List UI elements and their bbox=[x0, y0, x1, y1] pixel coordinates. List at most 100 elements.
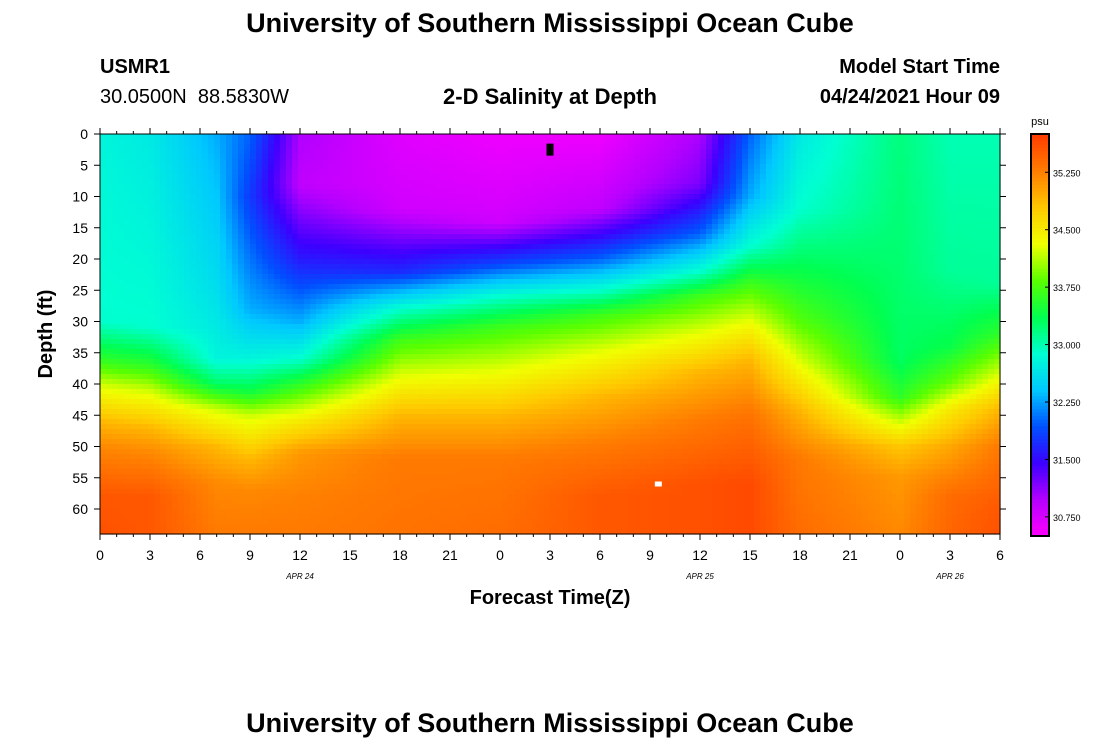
heatmap-cell bbox=[430, 264, 437, 270]
heatmap-cell bbox=[472, 264, 479, 270]
heatmap-cell bbox=[358, 384, 365, 390]
heatmap-cell bbox=[334, 144, 341, 150]
heatmap-cell bbox=[160, 139, 167, 145]
heatmap-cell bbox=[100, 509, 107, 515]
heatmap-cell bbox=[196, 219, 203, 225]
heatmap-cell bbox=[292, 244, 299, 250]
heatmap-cell bbox=[304, 389, 311, 395]
heatmap-cell bbox=[184, 274, 191, 280]
heatmap-cell bbox=[430, 309, 437, 315]
heatmap-cell bbox=[178, 234, 185, 240]
heatmap-cell bbox=[298, 319, 305, 325]
heatmap-cell bbox=[316, 174, 323, 180]
heatmap-cell bbox=[208, 309, 215, 315]
heatmap-cell bbox=[112, 364, 119, 370]
heatmap-cell bbox=[274, 179, 281, 185]
station-coordinates: 30.0500N 88.5830W bbox=[100, 86, 290, 108]
heatmap-cell bbox=[328, 274, 335, 280]
heatmap-cell bbox=[370, 344, 377, 350]
heatmap-cell bbox=[112, 309, 119, 315]
heatmap-cell bbox=[118, 209, 125, 215]
heatmap-cell bbox=[232, 234, 239, 240]
heatmap-cell bbox=[424, 219, 431, 225]
heatmap-cell bbox=[334, 299, 341, 305]
heatmap-cell bbox=[418, 279, 425, 285]
heatmap-cell bbox=[292, 459, 299, 465]
heatmap-cell bbox=[178, 414, 185, 420]
heatmap-cell bbox=[262, 179, 269, 185]
heatmap-cell bbox=[304, 309, 311, 315]
heatmap-cell bbox=[160, 294, 167, 300]
heatmap-cell bbox=[322, 389, 329, 395]
heatmap-cell bbox=[328, 459, 335, 465]
heatmap-cell bbox=[400, 364, 407, 370]
heatmap-cell bbox=[118, 424, 125, 430]
heatmap-cell bbox=[286, 374, 293, 380]
heatmap-cell bbox=[220, 294, 227, 300]
heatmap-cell bbox=[262, 234, 269, 240]
heatmap-cell bbox=[208, 504, 215, 510]
heatmap-cell bbox=[418, 509, 425, 515]
heatmap-cell bbox=[106, 154, 113, 160]
heatmap-cell bbox=[316, 494, 323, 500]
heatmap-cell bbox=[382, 419, 389, 425]
heatmap-cell bbox=[106, 189, 113, 195]
heatmap-cell bbox=[160, 349, 167, 355]
heatmap-cell bbox=[406, 379, 413, 385]
heatmap-cell bbox=[244, 179, 251, 185]
heatmap-cell bbox=[166, 179, 173, 185]
heatmap-cell bbox=[166, 474, 173, 480]
heatmap-cell bbox=[316, 324, 323, 330]
heatmap-cell bbox=[328, 369, 335, 375]
heatmap-cell bbox=[112, 404, 119, 410]
heatmap-cell bbox=[340, 454, 347, 460]
heatmap-cell bbox=[112, 424, 119, 430]
heatmap-cell bbox=[286, 224, 293, 230]
heatmap-cell bbox=[322, 424, 329, 430]
heatmap-cell bbox=[178, 509, 185, 515]
heatmap-cell bbox=[226, 464, 233, 470]
heatmap-cell bbox=[136, 229, 143, 235]
heatmap-cell bbox=[448, 199, 455, 205]
heatmap-cell bbox=[424, 504, 431, 510]
heatmap-cell bbox=[178, 229, 185, 235]
heatmap-cell bbox=[340, 164, 347, 170]
heatmap-cell bbox=[394, 459, 401, 465]
heatmap-cell bbox=[382, 439, 389, 445]
heatmap-cell bbox=[208, 184, 215, 190]
heatmap-cell bbox=[466, 264, 473, 270]
heatmap-cell bbox=[226, 264, 233, 270]
heatmap-cell bbox=[124, 154, 131, 160]
heatmap-cell bbox=[142, 179, 149, 185]
heatmap-cell bbox=[178, 359, 185, 365]
heatmap-cell bbox=[232, 259, 239, 265]
heatmap-cell bbox=[304, 459, 311, 465]
heatmap-cell bbox=[472, 144, 479, 150]
heatmap-cell bbox=[100, 404, 107, 410]
heatmap-cell bbox=[358, 169, 365, 175]
heatmap-cell bbox=[364, 259, 371, 265]
heatmap-cell bbox=[184, 319, 191, 325]
heatmap-cell bbox=[352, 454, 359, 460]
heatmap-cell bbox=[448, 184, 455, 190]
heatmap-cell bbox=[238, 284, 245, 290]
heatmap-cell bbox=[208, 254, 215, 260]
heatmap-cell bbox=[400, 494, 407, 500]
heatmap-cell bbox=[280, 434, 287, 440]
heatmap-cell bbox=[190, 454, 197, 460]
heatmap-cell bbox=[322, 379, 329, 385]
heatmap-cell bbox=[100, 349, 107, 355]
heatmap-cell bbox=[286, 319, 293, 325]
heatmap-cell bbox=[316, 304, 323, 310]
heatmap-cell bbox=[436, 504, 443, 510]
heatmap-cell bbox=[394, 479, 401, 485]
heatmap-cell bbox=[448, 364, 455, 370]
heatmap-cell bbox=[160, 384, 167, 390]
heatmap-cell bbox=[208, 214, 215, 220]
heatmap-cell bbox=[208, 264, 215, 270]
heatmap-cell bbox=[208, 529, 215, 535]
heatmap-cell bbox=[406, 264, 413, 270]
heatmap-cell bbox=[232, 164, 239, 170]
heatmap-cell bbox=[226, 484, 233, 490]
heatmap-cell bbox=[358, 344, 365, 350]
